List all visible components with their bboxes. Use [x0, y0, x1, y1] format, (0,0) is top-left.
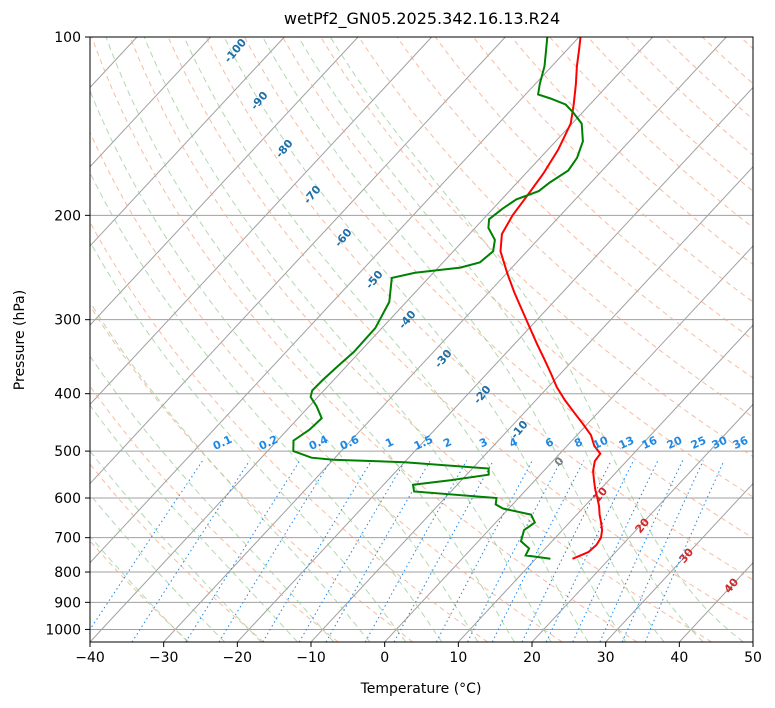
plot-frame — [89, 36, 754, 643]
moist-adiabat-line — [90, 355, 335, 642]
dry-adiabat-line — [90, 131, 563, 642]
mixing-ratio-label: 30 — [710, 434, 730, 452]
x-tick-label: −20 — [223, 650, 253, 666]
mixing-ratio-line — [621, 460, 704, 642]
mixing-ratio-line — [364, 460, 468, 642]
x-tick-label: −10 — [296, 650, 326, 666]
moist-adiabat-line — [298, 37, 704, 642]
dry-adiabat-line — [167, 37, 753, 624]
isotherm-line — [90, 37, 654, 642]
dry-adiabat-line — [91, 37, 638, 642]
moist-adiabat-line — [262, 37, 665, 642]
moist-adiabat-line — [105, 37, 515, 642]
y-tick-label: 700 — [54, 531, 81, 547]
y-tick-label: 100 — [54, 30, 81, 46]
mixing-ratio-line — [90, 460, 204, 631]
y-axis: 100 200 300 400 500 600 700 800 900 1000 — [45, 30, 90, 638]
isotherm-line — [457, 324, 753, 642]
mixing-ratio-label: 16 — [640, 434, 660, 452]
moist-adiabat-line — [90, 171, 443, 642]
dry-adiabat-line — [358, 37, 753, 418]
dry-adiabat-line — [396, 37, 753, 379]
isotherm-line — [90, 37, 506, 485]
x-tick-label: 20 — [523, 650, 541, 666]
isotherm-line — [90, 37, 580, 564]
isotherm-line — [163, 37, 727, 642]
mixing-ratio-label: 25 — [689, 434, 708, 452]
mixing-ratio-line — [393, 460, 494, 642]
x-tick-label: 40 — [670, 650, 688, 666]
dewpoint-profile-line — [292, 37, 584, 560]
y-tick-label: 1000 — [45, 622, 81, 638]
x-tick-label: 50 — [744, 650, 762, 666]
x-tick-label: 30 — [597, 650, 615, 666]
moist-adiabat-line — [143, 37, 552, 642]
dry-adiabat-line — [625, 37, 753, 156]
mixing-ratio-label: 13 — [617, 434, 636, 452]
dry-adiabat-line — [90, 221, 488, 642]
moist-adiabat-line — [183, 37, 589, 642]
y-tick-label: 800 — [54, 565, 81, 581]
mixing-ratio-line — [644, 460, 725, 642]
isotherm-line — [384, 245, 753, 642]
x-tick-label: −30 — [149, 650, 179, 666]
mixing-ratio-line — [599, 460, 684, 642]
y-tick-label: 600 — [54, 491, 81, 507]
moist-adiabat-line — [329, 37, 744, 642]
mixing-ratio-label: 36 — [731, 434, 751, 452]
mixing-ratio-line — [131, 460, 251, 642]
y-tick-label: 300 — [54, 313, 81, 329]
mixing-ratio-label: 20 — [665, 434, 685, 452]
chart-title: wetPf2_GN05.2025.342.16.13.R24 — [284, 9, 560, 29]
isotherm-line — [90, 37, 359, 326]
y-tick-label: 900 — [54, 595, 81, 611]
isotherm-line — [605, 482, 753, 642]
x-tick-label: 0 — [380, 650, 389, 666]
isotherm-line — [90, 37, 285, 247]
y-axis-label: Pressure (hPa) — [12, 290, 28, 390]
mixing-ratio-line — [572, 460, 659, 642]
moist-adiabat-line — [90, 301, 371, 642]
mixing-ratio-line — [298, 460, 406, 642]
dry-adiabat-line — [282, 37, 753, 498]
x-tick-label: −40 — [75, 650, 105, 666]
mixing-ratio-line — [325, 460, 431, 642]
dry-adiabat-line — [320, 37, 753, 458]
dry-adiabat-line — [129, 37, 712, 642]
dry-adiabat-line — [90, 463, 264, 642]
mixing-ratio-line — [262, 460, 373, 642]
x-axis-label: Temperature (°C) — [360, 681, 482, 697]
temperature-profile-line — [499, 37, 604, 560]
mixing-ratio-label: 10 — [591, 434, 611, 452]
moist-adiabat-line — [90, 89, 479, 642]
isotherm-line — [531, 403, 753, 642]
data-layer — [292, 37, 604, 560]
isotherm-line — [236, 86, 753, 642]
isotherm-line — [90, 37, 433, 406]
y-tick-label: 400 — [54, 387, 81, 403]
dry-adiabat-line — [205, 37, 753, 581]
grid-layer — [90, 37, 753, 642]
isotherm-line — [90, 37, 212, 168]
y-tick-label: 500 — [54, 444, 81, 460]
dry-adiabat-line — [587, 37, 753, 192]
x-tick-label: 10 — [449, 650, 467, 666]
y-tick-label: 200 — [54, 208, 81, 224]
x-axis: −40 −30 −20 −10 0 10 20 30 40 50 — [75, 642, 762, 666]
